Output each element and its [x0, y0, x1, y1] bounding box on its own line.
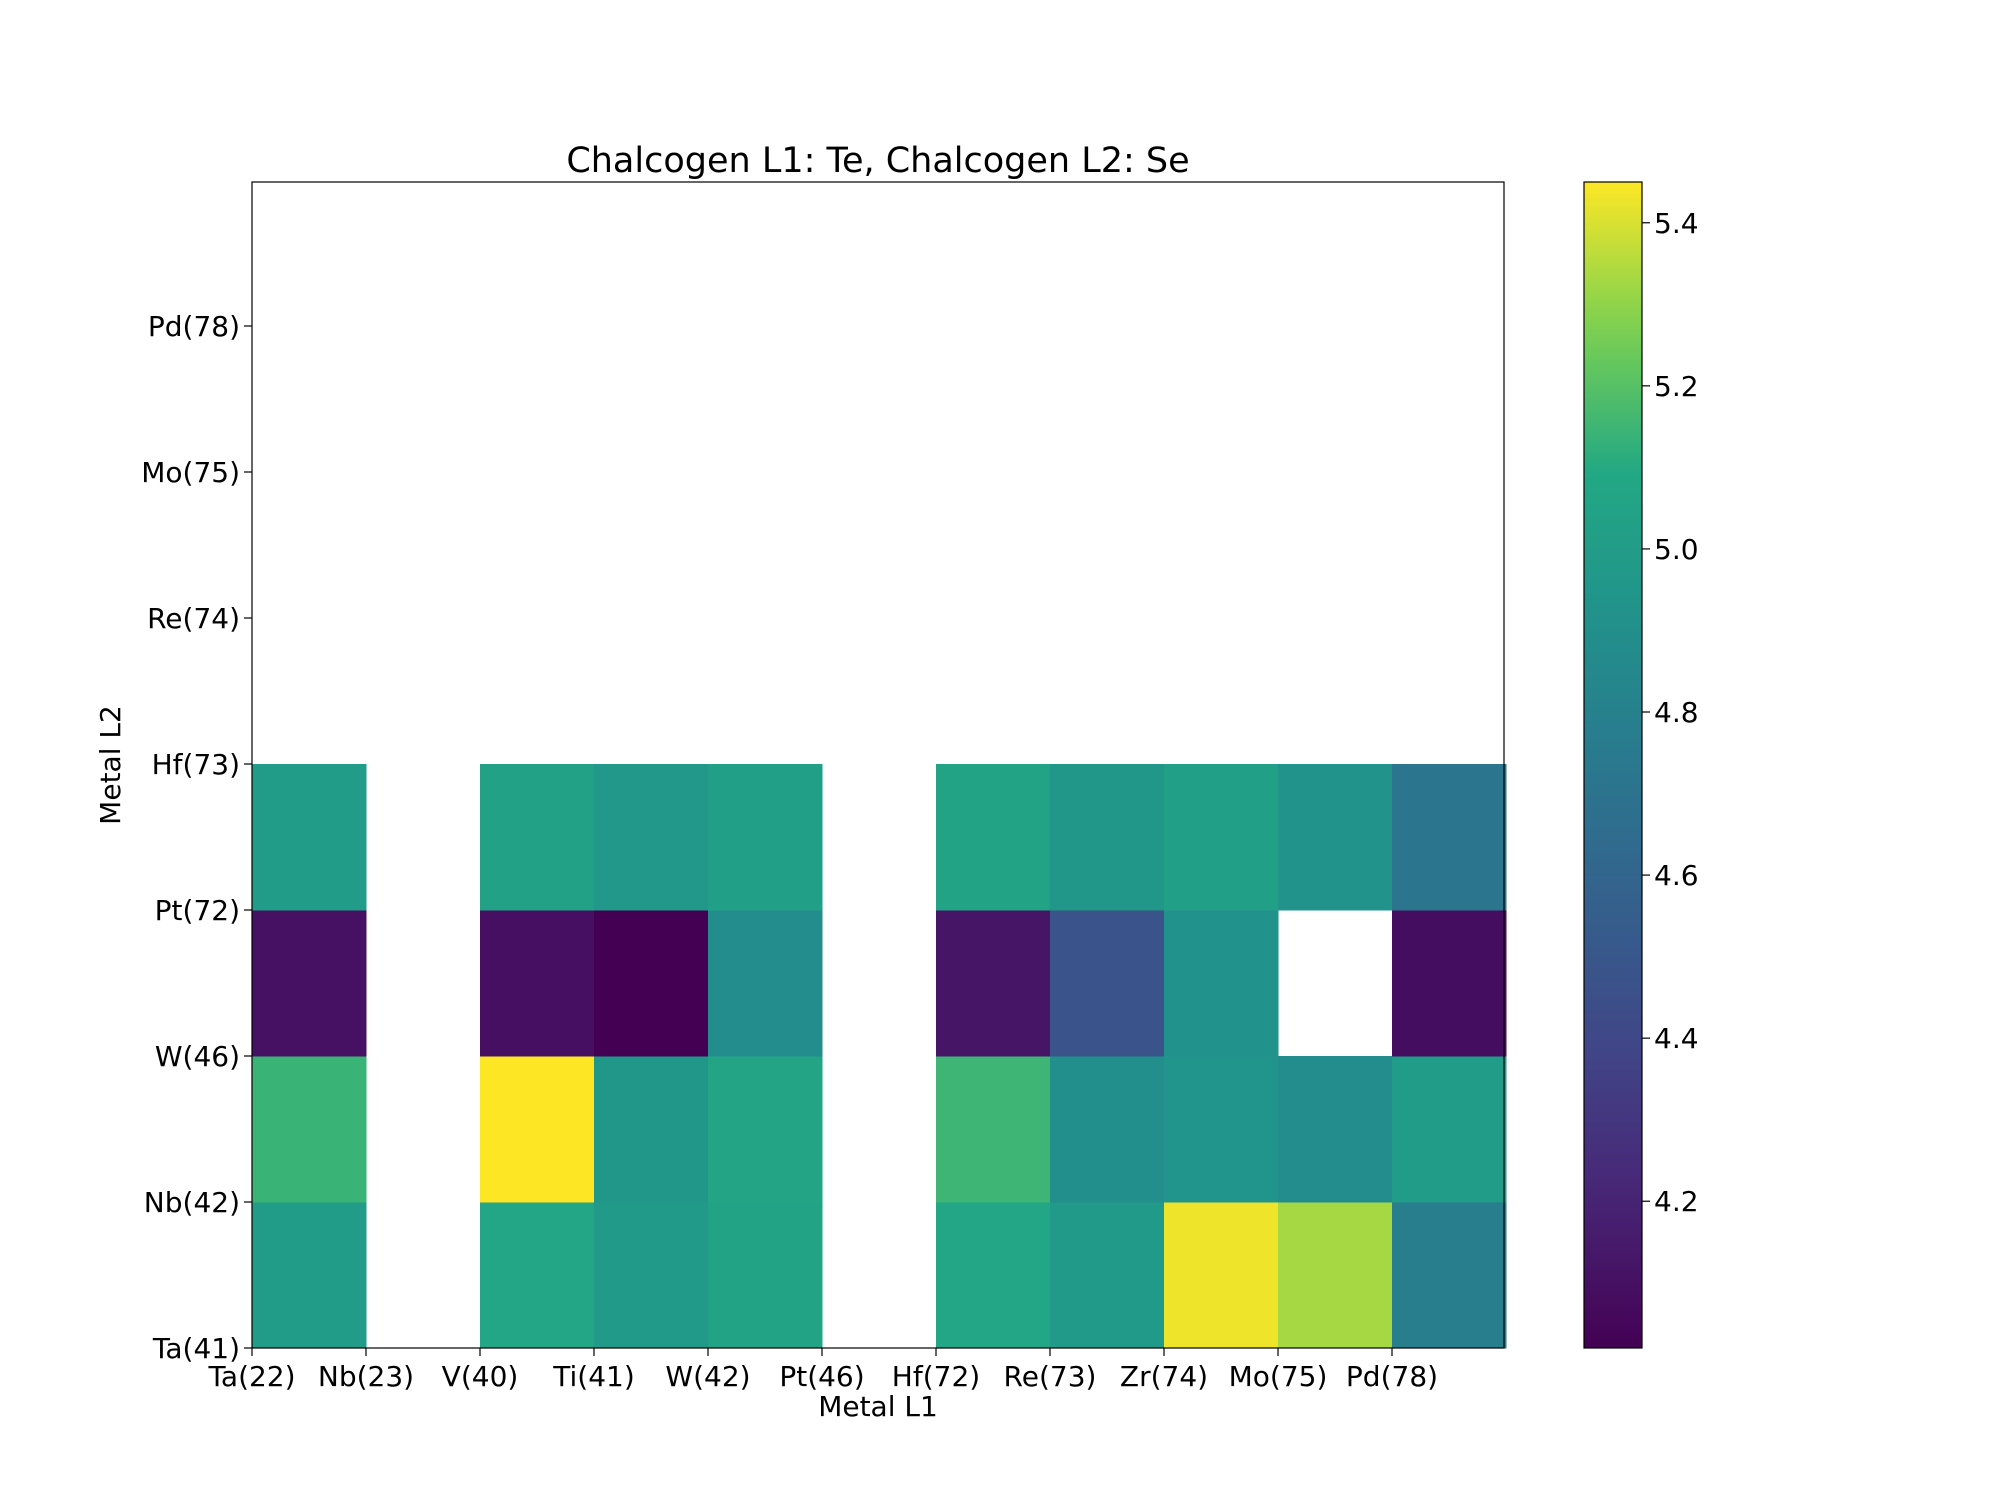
heatmap-cell — [1278, 764, 1393, 911]
heatmap-cell — [1278, 1056, 1393, 1203]
x-tick-label: Zr(74) — [1120, 1360, 1208, 1393]
heatmap-cell — [1050, 1202, 1165, 1349]
heatmap-cell — [594, 764, 709, 911]
x-tick-label: Nb(23) — [318, 1360, 414, 1393]
y-tick-label: Nb(42) — [144, 1186, 240, 1219]
heatmap-cell — [1164, 1202, 1279, 1349]
heatmap-cell — [480, 910, 595, 1057]
colorbar — [1583, 181, 1643, 1349]
y-tick-label: Re(74) — [147, 602, 240, 635]
heatmap-cell — [1050, 910, 1165, 1057]
x-tick-label: Ti(41) — [552, 1360, 635, 1393]
y-tick-label: Pd(78) — [148, 310, 240, 343]
x-tick-label: V(40) — [442, 1360, 519, 1393]
heatmap-cell — [708, 1056, 823, 1203]
heatmap-cell — [1278, 1202, 1393, 1349]
x-tick-label: Pd(78) — [1346, 1360, 1438, 1393]
heatmap-cell — [1050, 764, 1165, 911]
colorbar-tick-label: 4.6 — [1654, 859, 1699, 892]
heatmap-cell — [1164, 764, 1279, 911]
x-tick-label: Ta(22) — [207, 1360, 295, 1393]
colorbar-tick-label: 4.2 — [1654, 1185, 1699, 1218]
heatmap-cell — [708, 764, 823, 911]
colorbar-tick-label: 5.2 — [1654, 370, 1699, 403]
heatmap-cells — [252, 764, 1507, 1349]
heatmap-cell — [252, 1202, 367, 1349]
y-axis-label: Metal L2 — [94, 705, 127, 825]
x-tick-label: Re(73) — [1004, 1360, 1097, 1393]
x-axis-label: Metal L1 — [818, 1390, 938, 1423]
heatmap-cell — [708, 910, 823, 1057]
y-axis-ticks: Ta(41) Nb(42) W(46) Pt(72) Hf(73) Re(74) Mo(75… — [141, 310, 252, 1365]
heatmap-cell — [1392, 1056, 1507, 1203]
x-tick-label: Mo(75) — [1229, 1360, 1328, 1393]
heatmap-cell — [252, 764, 367, 911]
x-tick-label: Hf(72) — [892, 1360, 980, 1393]
heatmap-cell — [1392, 910, 1507, 1057]
heatmap-cell — [1392, 764, 1507, 911]
colorbar-ticks: 4.2 4.4 4.6 4.8 5.0 5.2 5.4 — [1642, 207, 1699, 1218]
colorbar-tick-label: 5.4 — [1654, 207, 1699, 240]
colorbar-tick-label: 4.4 — [1654, 1022, 1699, 1055]
heatmap-cell — [1164, 910, 1279, 1057]
heatmap-cell — [480, 764, 595, 911]
y-tick-label: Pt(72) — [155, 894, 240, 927]
heatmap-cell — [252, 910, 367, 1057]
heatmap-cell — [594, 910, 709, 1057]
heatmap-cell — [480, 1056, 595, 1203]
heatmap-cell — [936, 764, 1051, 911]
y-tick-label: Hf(73) — [152, 748, 240, 781]
plot-frame — [251, 181, 1505, 1349]
colorbar-tick-label: 5.0 — [1654, 533, 1699, 566]
y-tick-label: W(46) — [155, 1040, 240, 1073]
heatmap-cell — [1392, 1202, 1507, 1349]
heatmap-cell — [480, 1202, 595, 1349]
x-tick-label: W(42) — [665, 1360, 750, 1393]
heatmap-cell — [1164, 1056, 1279, 1203]
y-tick-label: Mo(75) — [141, 456, 240, 489]
heatmap-cell — [594, 1056, 709, 1203]
heatmap-cell — [936, 910, 1051, 1057]
y-tick-label: Ta(41) — [152, 1332, 240, 1365]
x-axis-ticks: Ta(22) Nb(23) V(40) Ti(41) W(42) Pt(46) Hf(72)… — [207, 1348, 1438, 1393]
chart-title: Chalcogen L1: Te, Chalcogen L2: Se — [566, 141, 1189, 181]
heatmap-cell — [936, 1056, 1051, 1203]
x-tick-label: Pt(46) — [779, 1360, 864, 1393]
heatmap-cell — [936, 1202, 1051, 1349]
heatmap-cell — [252, 1056, 367, 1203]
heatmap-cell — [1050, 1056, 1165, 1203]
heatmap-cell — [708, 1202, 823, 1349]
heatmap-cell — [594, 1202, 709, 1349]
colorbar-tick-label: 4.8 — [1654, 696, 1699, 729]
